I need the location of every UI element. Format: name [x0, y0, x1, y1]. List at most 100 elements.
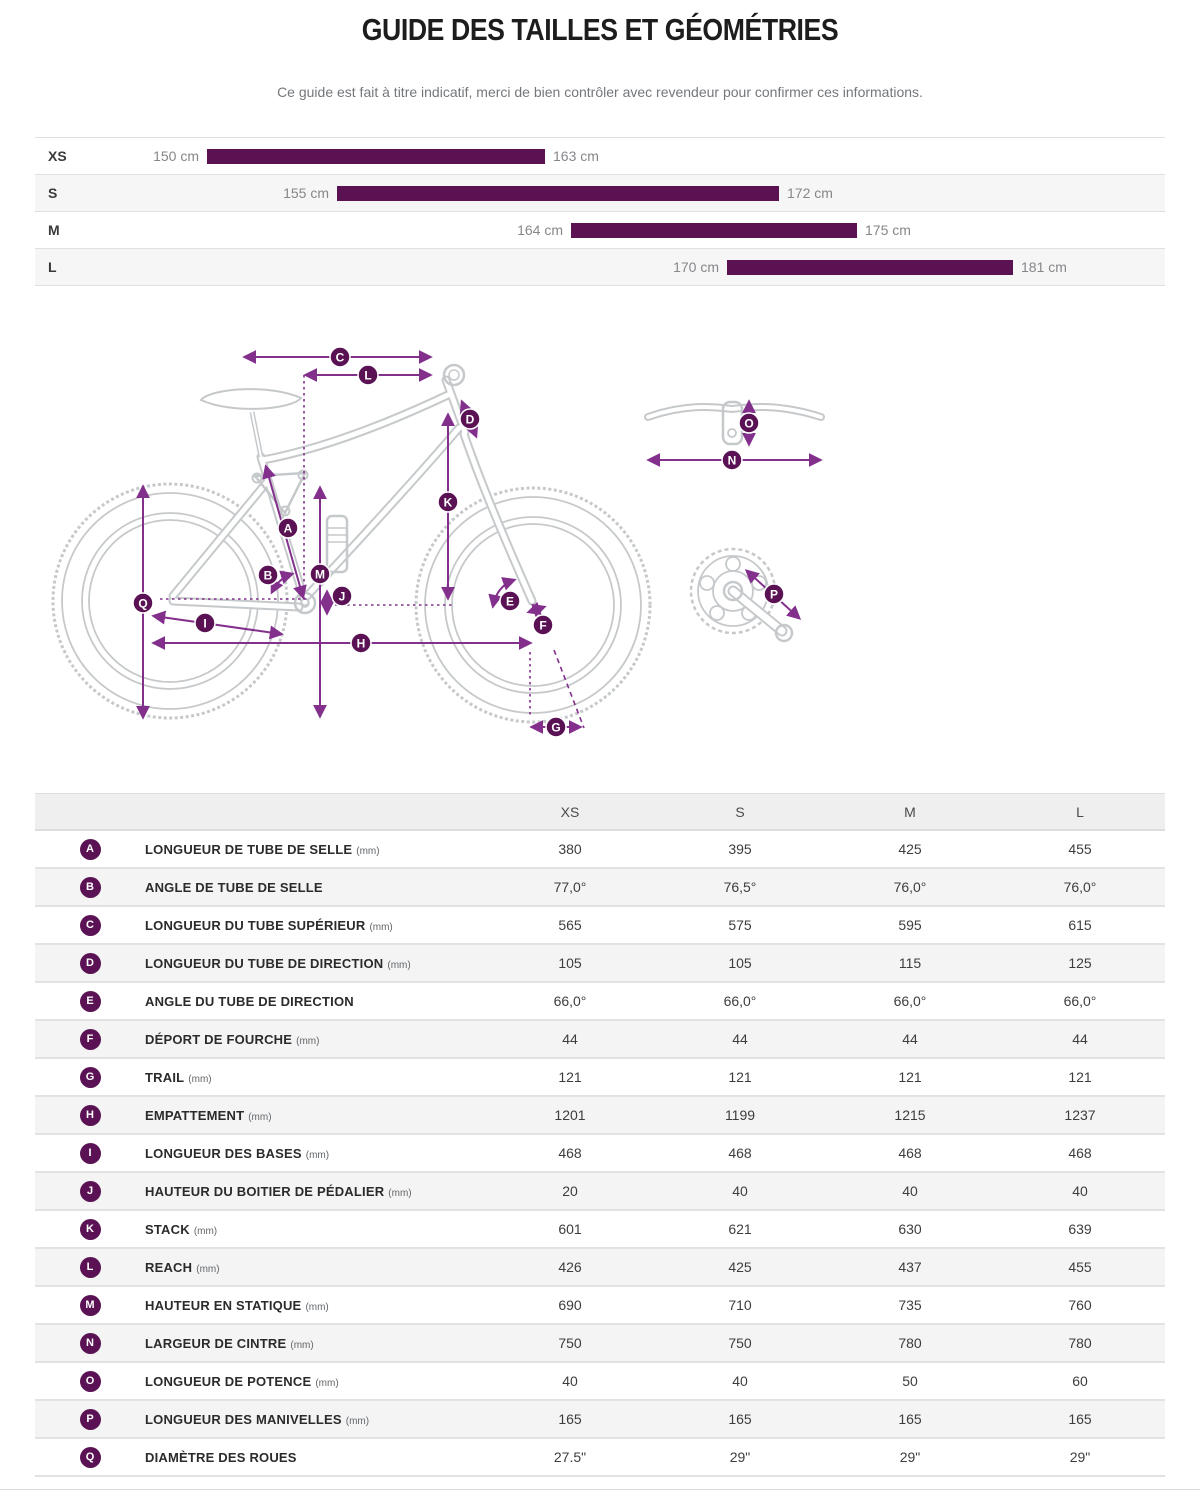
- row-value-l: 125: [1068, 955, 1092, 971]
- svg-text:N: N: [728, 454, 737, 468]
- size-max-label: 181 cm: [1021, 259, 1067, 275]
- table-header: XS S M L: [35, 793, 1165, 831]
- row-value-s: 395: [728, 841, 752, 857]
- row-label-cell: DIAMÈTRE DES ROUES: [145, 1450, 485, 1465]
- row-label: LONGUEUR DE TUBE DE SELLE: [145, 841, 353, 857]
- table-row-i: I LONGUEUR DES BASES (mm) 468 468 468 468: [35, 1135, 1165, 1173]
- row-unit: (mm): [193, 1225, 218, 1237]
- row-value-xs: 77,0°: [553, 879, 587, 895]
- row-badge-cell: D: [35, 952, 145, 974]
- row-label: ANGLE DU TUBE DE DIRECTION: [145, 993, 354, 1009]
- size-max-label: 163 cm: [553, 148, 599, 164]
- row-badge: D: [79, 952, 101, 974]
- row-value-l: 60: [1072, 1373, 1088, 1389]
- diagram-badge-p: [763, 583, 785, 605]
- row-badge-cell: P: [35, 1408, 145, 1430]
- svg-text:K: K: [444, 496, 453, 510]
- page-title: GUIDE DES TAILLES ET GÉOMÉTRIES: [361, 12, 839, 47]
- row-badge-cell: I: [35, 1142, 145, 1164]
- row-label: ANGLE DE TUBE DE SELLE: [145, 879, 323, 895]
- row-value-s: 66,0°: [723, 993, 757, 1009]
- row-value-l: 455: [1068, 841, 1092, 857]
- row-value-m: 121: [898, 1069, 922, 1085]
- row-value-l: 615: [1068, 917, 1092, 933]
- row-value-xs: 40: [562, 1373, 578, 1389]
- row-value-xs: 380: [558, 841, 582, 857]
- row-value-l: 468: [1068, 1145, 1092, 1161]
- table-row-f: F DÉPORT DE FOURCHE (mm) 44 44 44 44: [35, 1021, 1165, 1059]
- row-label-cell: EMPATTEMENT (mm): [145, 1108, 485, 1123]
- row-value-s: 621: [728, 1221, 752, 1237]
- row-unit: (mm): [387, 959, 411, 971]
- row-value-s: 1199: [724, 1107, 756, 1123]
- row-label: LONGUEUR DES MANIVELLES: [145, 1411, 342, 1427]
- row-value-s: 105: [728, 955, 752, 971]
- row-badge: O: [79, 1370, 101, 1392]
- row-badge-cell: A: [35, 838, 145, 860]
- table-row-o: O LONGUEUR DE POTENCE (mm) 40 40 50 60: [35, 1363, 1165, 1401]
- measure-arc-e: [488, 577, 517, 609]
- diagram-badge-m: [309, 563, 331, 585]
- row-value-xs: 601: [558, 1221, 582, 1237]
- row-label: LONGUEUR DES BASES: [145, 1145, 302, 1161]
- row-value-s: 575: [728, 917, 752, 933]
- row-value-xs: 105: [558, 955, 582, 971]
- row-value-m: 50: [902, 1373, 918, 1389]
- row-value-xs: 750: [558, 1335, 582, 1351]
- row-unit: (mm): [388, 1187, 412, 1199]
- table-row-b: B ANGLE DE TUBE DE SELLE 77,0° 76,5° 76,0° 76…: [35, 869, 1165, 907]
- row-label: EMPATTEMENT: [145, 1107, 245, 1123]
- diagram-badge-d: [459, 408, 481, 430]
- row-label-cell: LONGUEUR DU TUBE DE DIRECTION (mm): [145, 956, 485, 971]
- row-value-m: 425: [898, 841, 922, 857]
- svg-text:A: A: [284, 522, 293, 536]
- row-value-m: 468: [898, 1145, 922, 1161]
- row-unit: (mm): [188, 1073, 212, 1085]
- row-badge: C: [79, 914, 101, 936]
- size-label: M: [48, 222, 60, 238]
- table-row-h: H EMPATTEMENT (mm) 1201 1199 1215 1237: [35, 1097, 1165, 1135]
- row-value-l: 760: [1068, 1297, 1092, 1313]
- row-badge: J: [79, 1180, 101, 1202]
- page-subtitle: Ce guide est fait à titre indicatif, mer…: [277, 84, 923, 100]
- row-label-cell: STACK (mm): [145, 1222, 485, 1237]
- row-value-xs: 44: [562, 1031, 578, 1047]
- diagram-badge-n: [721, 449, 743, 471]
- diagram-badge-g: [545, 716, 567, 738]
- row-value-m: 165: [898, 1411, 922, 1427]
- diagram-badge-l: [357, 364, 379, 386]
- row-label-cell: HAUTEUR DU BOITIER DE PÉDALIER (mm): [145, 1184, 485, 1199]
- row-badge: Q: [79, 1446, 101, 1468]
- row-value-xs: 165: [558, 1411, 582, 1427]
- row-badge: P: [79, 1408, 101, 1430]
- row-value-m: 437: [898, 1259, 922, 1275]
- measure-arc-b: [270, 570, 295, 595]
- row-badge-cell: F: [35, 1028, 145, 1050]
- diagram-badge-j: [331, 585, 353, 607]
- row-value-s: 165: [728, 1411, 752, 1427]
- row-value-xs: 565: [558, 917, 582, 933]
- row-badge-cell: M: [35, 1294, 145, 1316]
- size-min-label: 170 cm: [673, 259, 719, 275]
- row-value-l: 40: [1072, 1183, 1088, 1199]
- row-badge: E: [79, 990, 101, 1012]
- row-badge-cell: K: [35, 1218, 145, 1240]
- pedal-axle: [774, 623, 794, 643]
- row-value-m: 595: [898, 917, 922, 933]
- row-value-s: 121: [728, 1069, 752, 1085]
- handlebar-grip: [442, 363, 466, 387]
- size-max-label: 175 cm: [865, 222, 911, 238]
- saddle: [199, 388, 303, 410]
- row-value-l: 29": [1069, 1449, 1091, 1465]
- row-badge-cell: Q: [35, 1446, 145, 1468]
- row-label: LONGUEUR DU TUBE SUPÉRIEUR: [145, 917, 366, 933]
- row-badge: I: [79, 1142, 101, 1164]
- row-badge-cell: J: [35, 1180, 145, 1202]
- row-value-m: 76,0°: [893, 879, 927, 895]
- size-bar: [571, 223, 857, 238]
- header-cell-xs: XS: [560, 803, 580, 820]
- rider-height-chart: XS 150 cm 163 cm S 155 cm 172 cm M 164 cm 175 cm…: [35, 137, 1165, 286]
- table-row-q: Q DIAMÈTRE DES ROUES 27.5" 29" 29" 29": [35, 1439, 1165, 1477]
- row-value-xs: 27.5": [553, 1449, 587, 1465]
- table-row-m: M HAUTEUR EN STATIQUE (mm) 690 710 735 760: [35, 1287, 1165, 1325]
